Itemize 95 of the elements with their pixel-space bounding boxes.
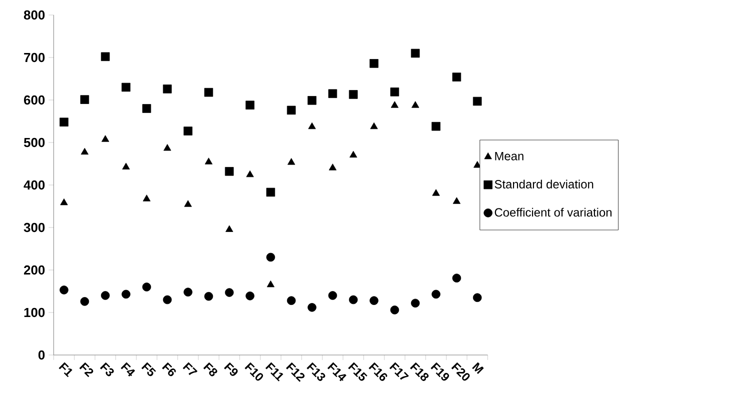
point	[472, 96, 482, 106]
point	[370, 59, 378, 68]
x-tick-label: F4	[120, 362, 136, 377]
point	[102, 135, 110, 142]
y-tick-label: 200	[24, 265, 45, 275]
x-tick-label: F1	[58, 362, 72, 378]
point	[184, 200, 192, 207]
point	[286, 106, 296, 115]
y-tick-label: 500	[24, 138, 45, 148]
point	[142, 282, 152, 292]
y-tick-label: 0	[38, 350, 45, 360]
point	[350, 150, 358, 158]
point	[80, 95, 90, 104]
point	[328, 164, 336, 170]
x-tick-label: F17	[389, 362, 409, 380]
point	[328, 89, 338, 98]
point	[308, 96, 316, 105]
point	[432, 290, 440, 299]
x-tick-label: F19	[430, 362, 450, 381]
point	[246, 292, 254, 300]
point	[410, 298, 420, 308]
x-tick-label: F8	[203, 362, 218, 376]
legend-label: Standard deviation	[494, 180, 594, 188]
point	[472, 293, 482, 302]
point	[164, 144, 172, 151]
point	[60, 198, 68, 206]
point	[122, 82, 130, 92]
x-tick-label: F15	[348, 362, 368, 381]
point	[348, 295, 358, 304]
point	[184, 126, 192, 136]
x-tick-label: F20	[451, 362, 470, 381]
point	[390, 101, 398, 108]
x-tick-label: F14	[327, 362, 346, 382]
point	[266, 280, 274, 288]
point	[370, 122, 378, 130]
x-tick-label: F5	[141, 362, 156, 376]
x-tick-label: F13	[306, 362, 326, 381]
point	[390, 88, 400, 96]
point	[204, 158, 212, 164]
x-tick-label: M	[472, 362, 484, 374]
point	[224, 167, 234, 176]
point	[60, 118, 68, 126]
legend-label: Coefficient of variation	[494, 208, 612, 217]
point	[452, 72, 462, 82]
point	[122, 290, 130, 299]
y-tick-label: 100	[24, 308, 45, 318]
point	[266, 188, 276, 197]
point	[226, 225, 234, 232]
x-tick-label: F2	[79, 362, 94, 378]
point	[122, 162, 130, 170]
point	[432, 189, 440, 196]
point	[162, 295, 172, 304]
point	[80, 148, 88, 155]
point	[286, 296, 296, 305]
x-tick-label: F16	[368, 362, 388, 381]
point	[142, 194, 150, 202]
point	[80, 297, 90, 306]
x-tick-label: F9	[224, 362, 238, 376]
point	[412, 101, 420, 108]
point	[390, 306, 400, 314]
point	[142, 104, 152, 113]
point	[60, 286, 68, 294]
point	[100, 291, 110, 300]
point	[246, 100, 254, 110]
point	[328, 291, 338, 300]
point	[184, 288, 192, 296]
point	[370, 296, 378, 305]
point	[246, 170, 254, 178]
x-tick-label: F12	[286, 362, 305, 382]
point	[204, 292, 214, 301]
point	[348, 90, 358, 99]
legend-label: Mean	[495, 152, 524, 160]
x-tick-label: F11	[265, 362, 284, 382]
point	[204, 88, 214, 97]
y-tick-label: 600	[24, 95, 45, 105]
x-tick-label: F6	[162, 362, 176, 376]
x-tick-label: F18	[410, 362, 429, 381]
y-tick-label: 400	[24, 180, 45, 190]
x-tick-label: F10	[244, 362, 264, 381]
point	[288, 158, 296, 165]
point	[308, 122, 316, 130]
point	[224, 288, 234, 297]
point	[432, 122, 440, 131]
x-tick-label: F7	[182, 362, 198, 376]
y-tick-label: 700	[24, 52, 45, 62]
point	[100, 52, 110, 62]
y-tick-label: 800	[24, 10, 45, 20]
x-tick-label: F3	[100, 362, 114, 376]
point	[162, 84, 172, 94]
point	[452, 197, 460, 204]
y-tick-label: 300	[24, 222, 45, 232]
point	[266, 252, 276, 262]
point	[308, 303, 316, 312]
point	[452, 274, 462, 282]
point	[410, 48, 420, 58]
